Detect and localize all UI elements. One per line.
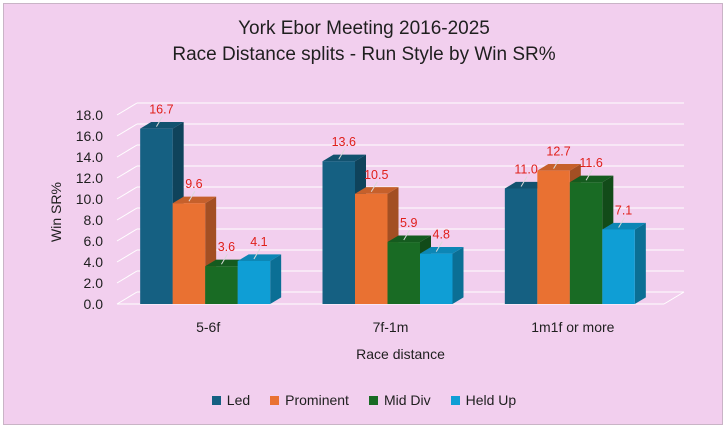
x-tick-label: 1m1f or more: [531, 319, 614, 335]
data-label-leader: [253, 248, 261, 260]
data-label: 9.6: [185, 177, 202, 191]
bar-top: [140, 122, 184, 129]
chart-title-line-2: Race Distance splits - Run Style by Win …: [172, 44, 556, 65]
data-label: 11.0: [514, 163, 537, 177]
y-tick-label: 14.0: [76, 149, 103, 165]
bar-top: [172, 196, 217, 204]
data-label-leader: [155, 116, 163, 127]
gridline-side: [116, 102, 138, 116]
data-label: 3.6: [218, 240, 235, 254]
data-label-leader: [435, 241, 443, 252]
legend-item: Held Up: [450, 392, 517, 408]
data-label: 12.7: [546, 145, 570, 159]
legend-label: Mid Div: [383, 392, 431, 408]
bar-side: [452, 247, 464, 304]
chart-title-line-1: York Ebor Meeting 2016-2025: [238, 18, 490, 39]
x-tick-label: 5-6f: [196, 319, 220, 335]
y-tick-label: 6.0: [84, 233, 104, 249]
bar: [355, 193, 388, 304]
data-label-leader: [520, 176, 528, 187]
legend-item: Mid Div: [368, 392, 431, 408]
gridline-side: [116, 186, 138, 200]
data-label-leader: [188, 190, 196, 202]
bar: [322, 161, 355, 304]
gridline-side: [116, 249, 138, 263]
data-label: 4.8: [433, 228, 450, 242]
legend-item: Led: [211, 392, 251, 408]
y-axis-title: Win SR%: [48, 182, 64, 242]
legend-item: Prominent: [270, 392, 349, 408]
data-label: 5.9: [400, 216, 417, 230]
bar-top: [322, 154, 366, 162]
floor-edge: [663, 291, 685, 305]
legend-swatch: [368, 395, 378, 405]
data-label: 10.5: [364, 168, 388, 182]
y-tick-label: 4.0: [84, 254, 104, 270]
y-tick-label: 8.0: [84, 212, 104, 228]
bar: [537, 170, 570, 304]
bar: [602, 229, 635, 304]
gridline-side: [116, 207, 138, 221]
bar: [420, 253, 453, 304]
data-label-leader: [403, 229, 411, 241]
bar-top: [237, 254, 282, 261]
y-tick-label: 18.0: [76, 107, 103, 123]
chart-legend: Led Prominent Mid Div Held Up: [0, 392, 728, 408]
bar-side: [270, 254, 282, 304]
bar: [237, 260, 271, 304]
gridline-side: [116, 165, 138, 179]
gridline-side: [116, 144, 138, 158]
y-tick-label: 10.0: [76, 191, 103, 207]
bar: [387, 242, 420, 304]
data-label-leader: [220, 253, 228, 265]
bar-top: [602, 222, 646, 230]
data-label-leader: [370, 181, 378, 193]
gridline-side: [116, 123, 138, 137]
bar: [172, 203, 206, 304]
gridline-side: [116, 228, 138, 242]
data-label: 13.6: [332, 135, 356, 149]
y-tick-label: 16.0: [76, 128, 103, 144]
data-label-leader: [618, 217, 626, 228]
gridline-side: [116, 291, 138, 305]
data-label: 4.1: [250, 235, 267, 249]
bar-top: [537, 164, 581, 171]
bar-top: [569, 175, 614, 183]
bar: [569, 182, 603, 304]
legend-swatch: [270, 395, 280, 405]
legend-label: Held Up: [465, 392, 517, 408]
data-label: 11.6: [579, 156, 602, 170]
bar-top: [420, 247, 464, 254]
data-label-leader: [553, 158, 561, 169]
data-label: 16.7: [149, 103, 173, 117]
legend-label: Prominent: [285, 392, 349, 408]
legend-swatch: [211, 395, 221, 405]
legend-label: Led: [226, 392, 251, 408]
bar: [140, 128, 173, 304]
y-tick-label: 12.0: [76, 170, 103, 186]
x-tick-label: 7f-1m: [373, 319, 409, 335]
bar: [205, 266, 238, 304]
data-label: 7.1: [615, 203, 632, 217]
bar-top: [355, 187, 399, 194]
y-tick-label: 0.0: [84, 296, 104, 312]
legend-swatch: [450, 395, 460, 405]
x-axis-title: Race distance: [356, 346, 445, 362]
data-label-leader: [338, 148, 346, 160]
bar-top: [387, 235, 431, 243]
bar-side: [634, 222, 646, 304]
data-label-leader: [585, 169, 593, 181]
y-tick-label: 2.0: [84, 275, 104, 291]
gridline-side: [116, 270, 138, 284]
bar: [504, 188, 538, 304]
